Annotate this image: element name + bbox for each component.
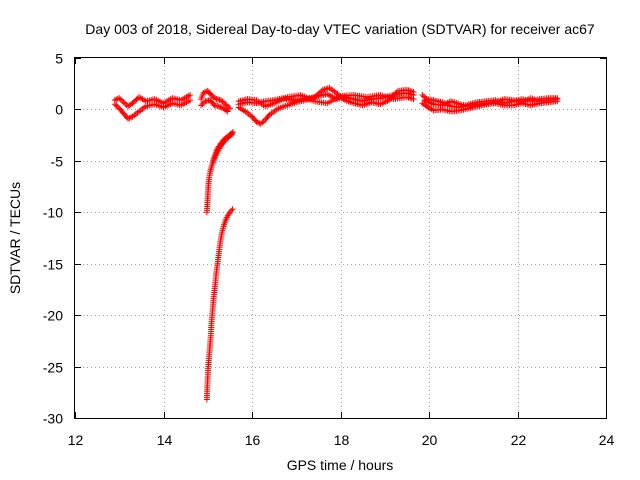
- data-point: [217, 104, 224, 111]
- data-point: [260, 118, 267, 125]
- data-point: [422, 102, 429, 109]
- axis-ticks: [75, 58, 607, 419]
- data-point: [187, 92, 194, 99]
- data-point: [223, 107, 230, 114]
- data-point: [215, 103, 222, 110]
- data-point: [114, 104, 121, 111]
- x-axis-title: GPS time / hours: [287, 457, 394, 473]
- data-point: [122, 100, 129, 107]
- data-point: [212, 95, 219, 102]
- data-point: [219, 98, 226, 105]
- data-point: [120, 99, 127, 106]
- data-point: [318, 88, 325, 95]
- data-point: [203, 88, 210, 95]
- data-point: [313, 92, 320, 99]
- x-tick-label: 22: [511, 432, 527, 448]
- data-point: [200, 89, 207, 96]
- data-point: [229, 131, 236, 138]
- y-tick-label: 0: [55, 102, 63, 118]
- data-point: [111, 101, 118, 108]
- data-point: [316, 89, 323, 96]
- data-point: [419, 92, 426, 99]
- y-tick-label: -5: [51, 154, 64, 170]
- data-point: [113, 102, 120, 109]
- data-point: [315, 91, 322, 97]
- data-point: [420, 93, 427, 100]
- y-tick-label: -20: [43, 308, 63, 324]
- data-point: [229, 206, 236, 213]
- data-point: [554, 96, 561, 103]
- y-tick-label: -15: [43, 257, 63, 273]
- data-point: [199, 100, 206, 107]
- data-point: [126, 115, 133, 121]
- y-axis-title: SDTVAR / TECUs: [7, 182, 23, 294]
- data-point: [225, 104, 232, 111]
- x-tick-label: 20: [422, 432, 438, 448]
- y-tick-label: 5: [55, 51, 63, 67]
- data-point: [340, 95, 347, 102]
- data-point: [117, 96, 124, 103]
- data-point: [222, 101, 229, 108]
- data-point: [410, 96, 417, 103]
- data-point: [125, 115, 132, 122]
- y-tick-label: -10: [43, 205, 63, 221]
- data-point: [224, 108, 231, 115]
- grid-lines: [75, 58, 606, 418]
- data-point: [265, 112, 272, 119]
- data-point: [253, 118, 260, 125]
- data-point: [220, 99, 227, 106]
- y-tick-label: -25: [43, 360, 63, 376]
- data-point: [223, 102, 230, 109]
- x-tick-label: 12: [68, 432, 84, 448]
- data-point: [128, 114, 135, 121]
- x-tick-label: 24: [599, 432, 615, 448]
- chart-title: Day 003 of 2018, Sidereal Day-to-day VTE…: [85, 21, 595, 37]
- x-tick-labels: 12 14 16 18 20 22 24: [68, 432, 615, 448]
- data-point: [257, 120, 264, 127]
- x-tick-label: 18: [334, 432, 350, 448]
- data-point: [187, 97, 194, 104]
- data-point: [198, 102, 205, 109]
- data-point: [410, 88, 417, 95]
- data-point: [226, 105, 233, 112]
- data-point: [256, 120, 263, 127]
- y-tick-labels: 5 0 -5 -10 -15 -20 -25 -30: [43, 51, 63, 427]
- data-points: [111, 84, 561, 403]
- data-point: [114, 95, 121, 102]
- y-tick-label: -30: [43, 411, 63, 427]
- data-point: [116, 95, 123, 102]
- data-point: [227, 132, 234, 139]
- x-tick-label: 14: [157, 432, 173, 448]
- x-tick-label: 16: [245, 432, 261, 448]
- data-point: [218, 97, 225, 104]
- plot-frame: [74, 57, 607, 419]
- data-point: [259, 119, 266, 126]
- data-point: [119, 97, 126, 104]
